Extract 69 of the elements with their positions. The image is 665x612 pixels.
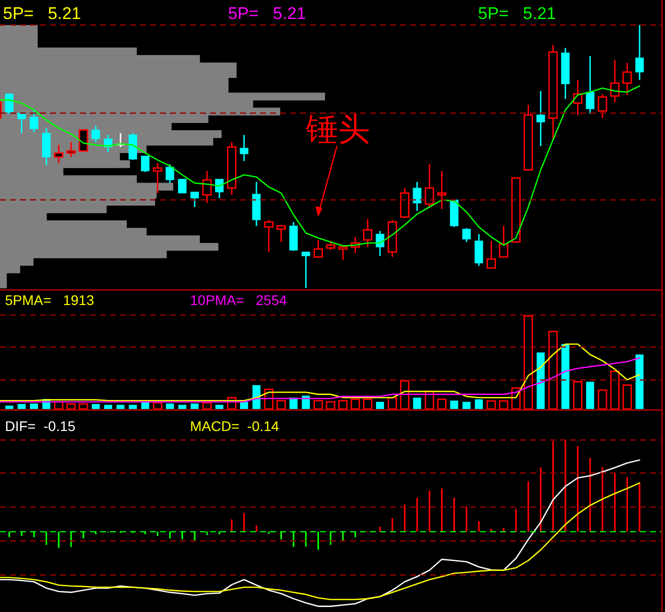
candlestick — [437, 170, 447, 210]
bar — [276, 400, 286, 410]
bar — [116, 404, 124, 409]
bar — [474, 399, 483, 409]
candlestick — [536, 90, 545, 147]
bar — [141, 402, 150, 409]
bar — [240, 402, 248, 409]
bar — [78, 403, 88, 410]
candlestick — [252, 181, 261, 227]
bar — [128, 404, 137, 409]
bar — [498, 400, 508, 410]
bar — [104, 404, 112, 409]
text: MACD= -0.14 — [190, 418, 280, 434]
text: DIF= -0.15 — [5, 418, 76, 434]
bar — [215, 404, 224, 409]
bar — [486, 400, 496, 410]
bar — [598, 389, 608, 410]
bar — [388, 396, 398, 410]
bar — [166, 404, 174, 409]
bar — [290, 398, 298, 409]
candlestick — [622, 62, 632, 96]
bar — [5, 406, 14, 409]
bar — [66, 403, 76, 410]
candlestick — [54, 144, 64, 164]
candlestick — [92, 125, 100, 143]
candlestick — [610, 59, 620, 103]
text: 5P= 5.21 — [3, 4, 81, 23]
bar — [462, 402, 471, 409]
bar — [573, 381, 582, 410]
bar — [252, 385, 260, 409]
bar — [362, 398, 372, 410]
bar — [376, 402, 384, 409]
bar — [314, 400, 323, 410]
bar — [548, 330, 558, 410]
candlestick — [240, 134, 248, 162]
bar — [413, 398, 422, 409]
candlestick — [635, 24, 644, 81]
bar — [586, 382, 594, 409]
bar — [622, 384, 632, 410]
candlestick — [412, 181, 422, 212]
bar — [400, 380, 410, 410]
candlestick — [586, 55, 594, 115]
bar — [610, 370, 620, 410]
candlestick — [561, 47, 570, 100]
text: 5P= 5.21 — [228, 4, 306, 23]
bar — [326, 401, 336, 410]
bar — [92, 404, 100, 409]
text: 5PMA= 1913 — [5, 292, 94, 308]
bar — [524, 315, 534, 410]
bar — [450, 400, 458, 409]
bar — [350, 398, 360, 410]
bar — [437, 398, 447, 410]
annotation: 锤头 — [305, 111, 370, 147]
text: 5P= 5.21 — [478, 4, 556, 23]
bar — [30, 404, 38, 409]
bar — [152, 402, 162, 410]
bar — [302, 396, 310, 409]
candlestick — [42, 127, 51, 166]
candlestick — [227, 141, 236, 196]
text: 10PMA= 2554 — [190, 292, 288, 308]
bar — [18, 404, 26, 409]
bar — [338, 400, 348, 410]
bar — [636, 354, 644, 409]
bar — [178, 404, 186, 409]
candlestick — [152, 162, 162, 194]
bar — [561, 344, 570, 409]
candlestick — [474, 233, 484, 267]
bar — [190, 404, 199, 409]
bar — [536, 352, 545, 409]
